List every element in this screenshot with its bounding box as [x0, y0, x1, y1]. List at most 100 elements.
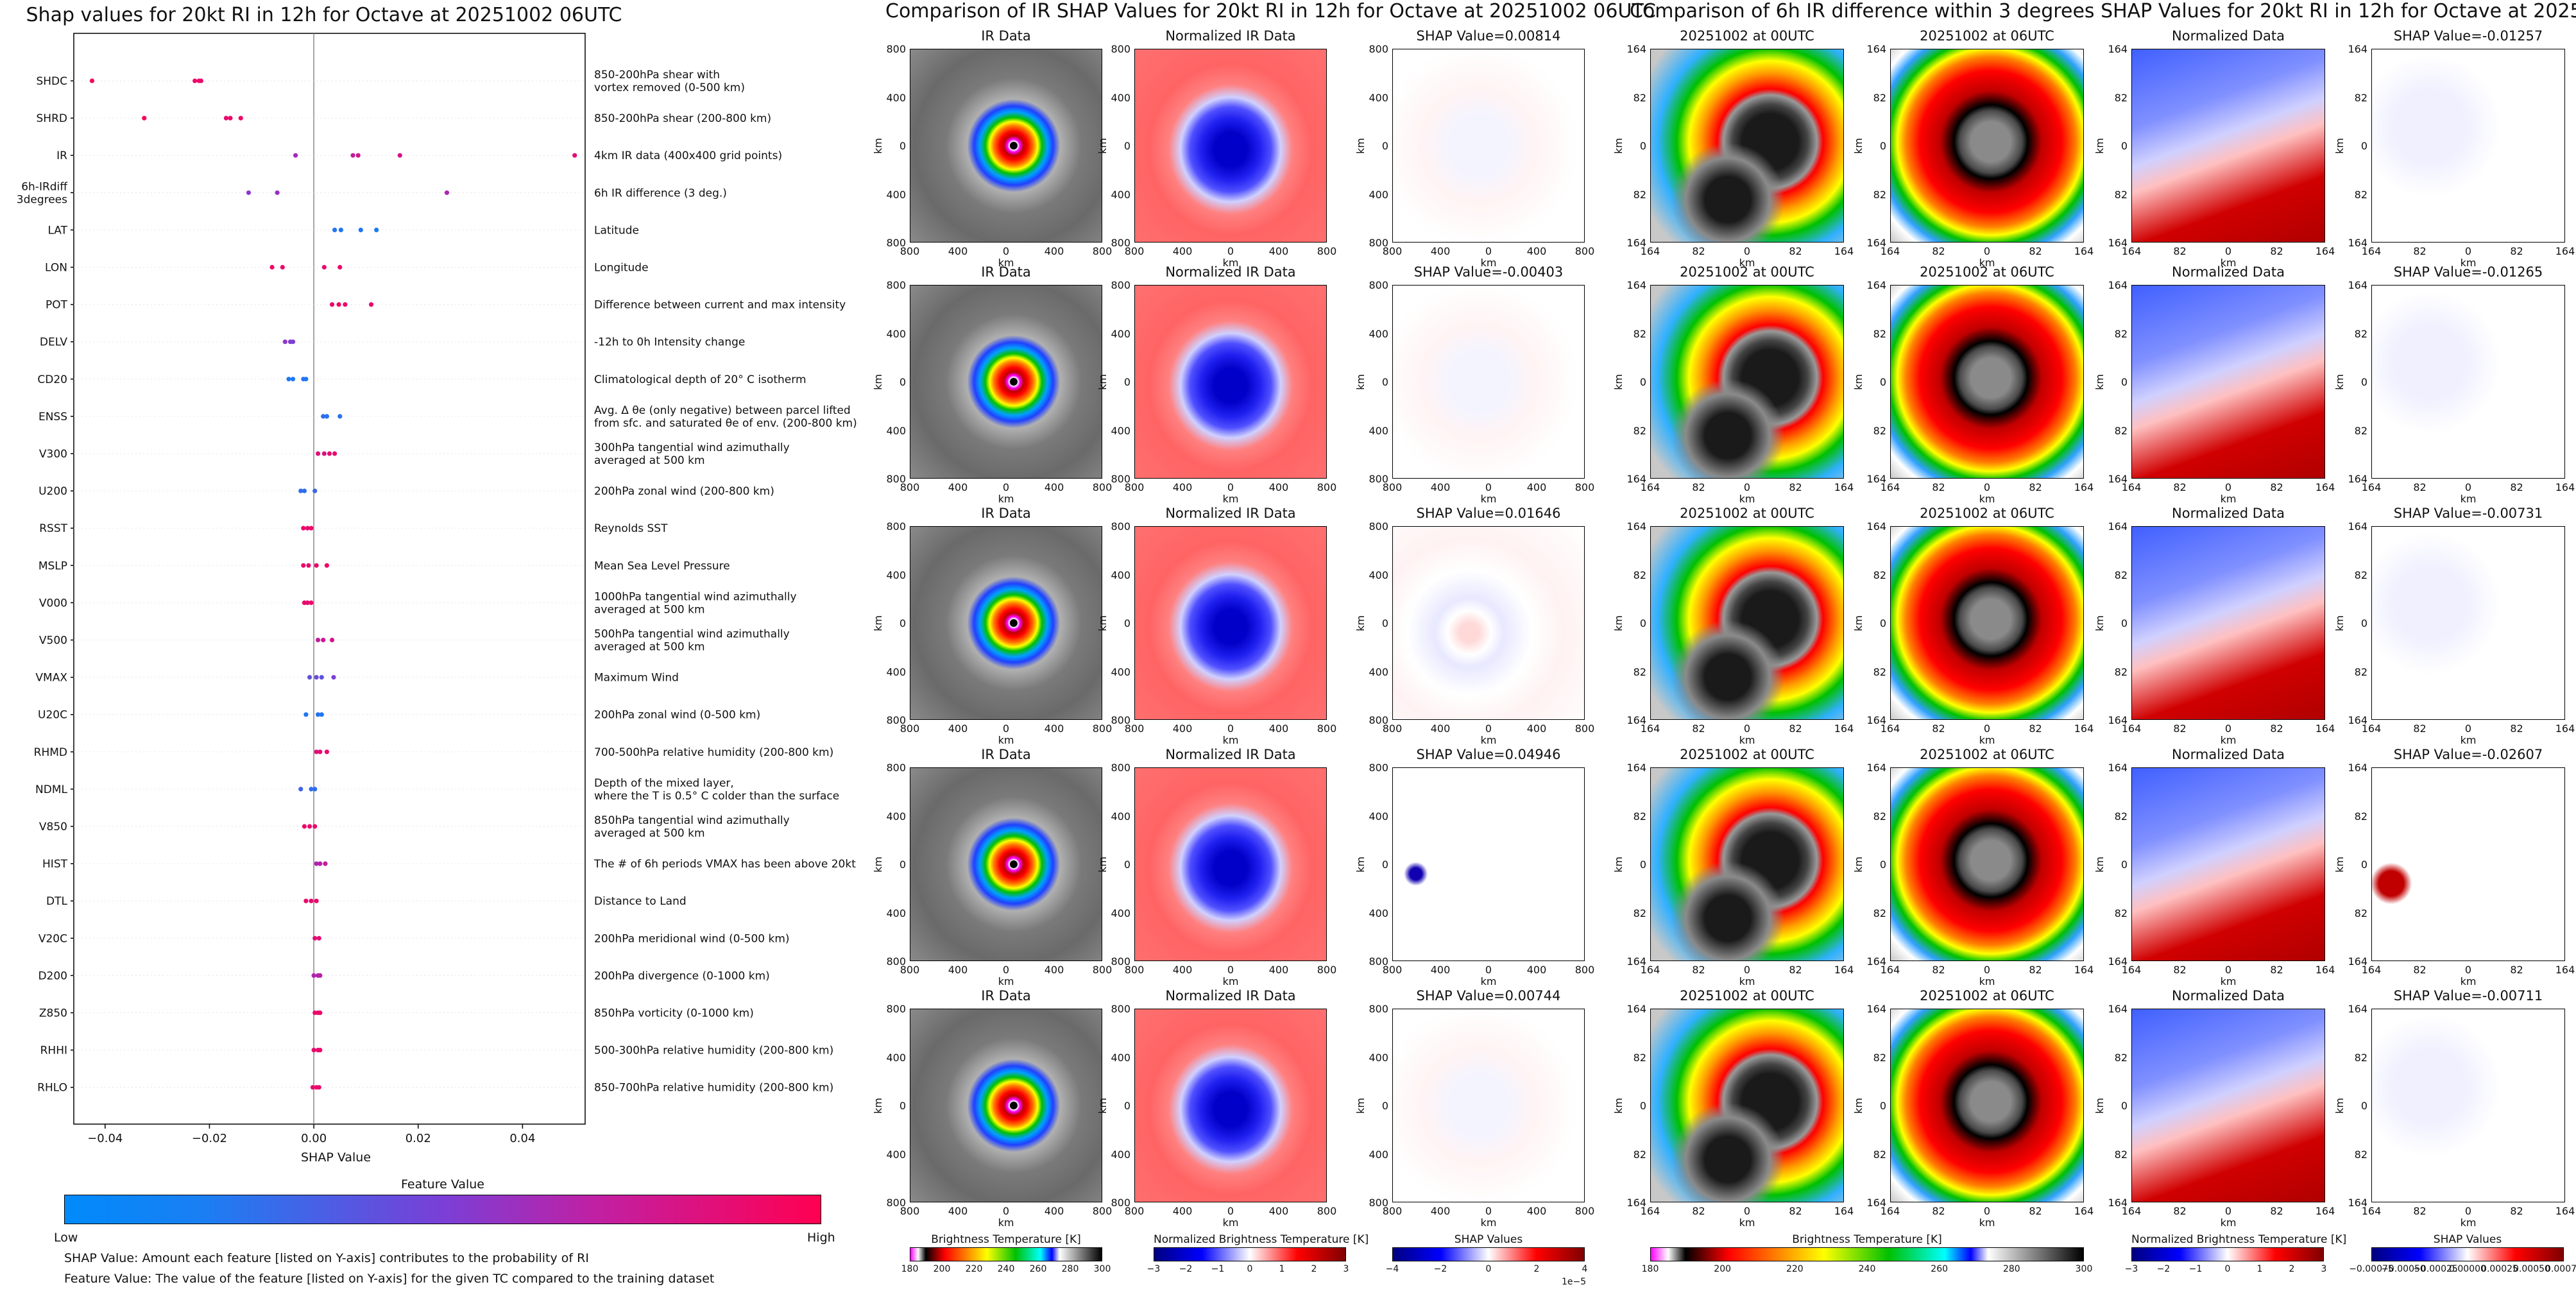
y-tick-label: 82: [2354, 907, 2367, 919]
panel-title: Normalized IR Data: [1165, 264, 1296, 280]
x-tick-label: 0: [1743, 722, 1751, 735]
y-axis-label: km: [1096, 857, 1109, 873]
x-tick-label: 82: [1692, 481, 1705, 493]
x-tick-label: 400: [1172, 722, 1193, 735]
feature-code-label: LAT: [47, 224, 67, 237]
y-axis-label: km: [871, 374, 884, 390]
feature-code-label: RHMD: [34, 746, 67, 759]
x-tick-label: 82: [2173, 481, 2187, 493]
shap-point: [246, 190, 252, 195]
x-tick-label: 164: [1640, 722, 1660, 735]
y-tick-label: 0: [1639, 1100, 1646, 1112]
y-tick-label: 164: [1626, 714, 1646, 726]
colorbar-tick-label: −1: [1211, 1264, 1225, 1274]
y-tick-label: 400: [1111, 1051, 1130, 1064]
y-axis-label: km: [871, 1098, 884, 1114]
x-tick-label: 164: [1880, 722, 1900, 735]
ir-06utc-image: [1890, 767, 2084, 961]
y-tick-label: 164: [1866, 237, 1886, 249]
shap-point: [316, 935, 321, 941]
x-tick-label: 82: [2413, 245, 2427, 257]
x-tick-label: 800: [1574, 481, 1595, 493]
normalized-data-image: [2131, 1009, 2325, 1202]
x-axis-label: km: [1739, 257, 1755, 269]
colorbar-tick-label: 2: [1311, 1264, 1317, 1274]
shap-point: [305, 525, 310, 531]
y-tick-label: 164: [2108, 473, 2128, 485]
y-tick-label: 164: [1866, 43, 1886, 55]
colorbar-label: Normalized Brightness Temperature [K]: [1154, 1233, 1369, 1246]
x-tick-label: 800: [1382, 722, 1403, 735]
x-tick-label: 0: [1983, 245, 1991, 257]
y-tick-label: 164: [2348, 1003, 2367, 1015]
x-axis-label: km: [998, 975, 1014, 987]
y-axis-label: km: [2333, 138, 2346, 154]
x-tick-label: 82: [1789, 722, 1802, 735]
colorbar-tick-label: 300: [2075, 1264, 2093, 1274]
x-tick-label: 82: [2270, 245, 2283, 257]
colorbar-tick-label: 220: [1786, 1264, 1804, 1274]
brightness-temp-colorbar: [1650, 1247, 2084, 1261]
x-tick-label: 400: [1268, 481, 1289, 493]
y-tick-label: 800: [1369, 955, 1388, 968]
y-axis-label: km: [1852, 1098, 1864, 1114]
shap-value-title: SHAP Value=-0.00403: [1413, 264, 1564, 280]
y-tick-label: 164: [2348, 714, 2367, 726]
y-tick-label: 800: [886, 473, 906, 485]
x-tick-label: 400: [1172, 245, 1193, 257]
y-tick-label: 164: [2348, 762, 2367, 774]
shap-point: [198, 78, 204, 83]
shap-point: [307, 675, 312, 680]
y-axis-label: km: [1852, 857, 1864, 873]
shap-point: [223, 115, 229, 121]
y-tick-label: 82: [2114, 810, 2128, 823]
y-axis-label: km: [1354, 857, 1367, 873]
x-axis-label: km: [1222, 1216, 1239, 1229]
y-tick-label: 82: [1633, 1051, 1646, 1064]
y-tick-label: 164: [1626, 43, 1646, 55]
x-tick-label: 800: [900, 245, 920, 257]
y-axis-label: km: [2093, 138, 2106, 154]
y-tick-label: 82: [1633, 327, 1646, 340]
y-tick-label: 800: [886, 762, 906, 774]
x-tick-label: 800: [1382, 481, 1403, 493]
x-tick-label: 0: [2224, 481, 2232, 493]
shap-map-image: [2371, 285, 2565, 479]
y-tick-label: 164: [2108, 279, 2128, 291]
x-tick-label: 164: [2361, 245, 2382, 257]
y-tick-label: 164: [1626, 237, 1646, 249]
shap-point: [228, 115, 233, 121]
shap-point: [318, 973, 323, 978]
shap-value-title: SHAP Value=0.00744: [1416, 988, 1561, 1003]
shap-point: [368, 302, 374, 307]
y-tick-label: 82: [1633, 1148, 1646, 1161]
shap-point: [312, 488, 318, 493]
x-tick-label: 800: [1382, 245, 1403, 257]
x-axis-label: km: [1979, 257, 1995, 269]
shap-point: [303, 712, 309, 717]
y-tick-label: 0: [1381, 140, 1388, 152]
normalized-data-image: [2131, 49, 2325, 243]
x-tick-label: 82: [1692, 722, 1705, 735]
irdiff-comparison-title: Comparison of 6h IR difference within 3 …: [1630, 0, 2576, 22]
y-tick-label: 82: [2114, 665, 2128, 678]
feature-code-label: HIST: [42, 858, 68, 871]
x-tick-label: 0: [1743, 245, 1751, 257]
feature-code-label: V20C: [38, 932, 67, 945]
x-tick-label: 800: [1317, 245, 1337, 257]
shap-x-axis-label: SHAP Value: [301, 1150, 371, 1165]
y-tick-label: 800: [1369, 1003, 1388, 1015]
x-tick-label: 0.04: [509, 1132, 535, 1145]
x-tick-label: 400: [1430, 245, 1451, 257]
x-tick-label: 164: [1880, 245, 1900, 257]
y-axis-label: km: [1612, 857, 1625, 873]
y-axis-label: km: [2093, 615, 2106, 631]
colorbar-tick-label: 2: [1533, 1264, 1540, 1274]
y-tick-label: 164: [1626, 1003, 1646, 1015]
feature-description: 200hPa meridional wind (0-500 km): [594, 932, 790, 945]
x-tick-label: 800: [1092, 964, 1113, 976]
x-tick-label: 82: [2029, 1205, 2042, 1217]
x-tick-label: 82: [1789, 245, 1802, 257]
x-tick-label: 0: [2464, 481, 2472, 493]
y-tick-label: 0: [1639, 617, 1646, 629]
